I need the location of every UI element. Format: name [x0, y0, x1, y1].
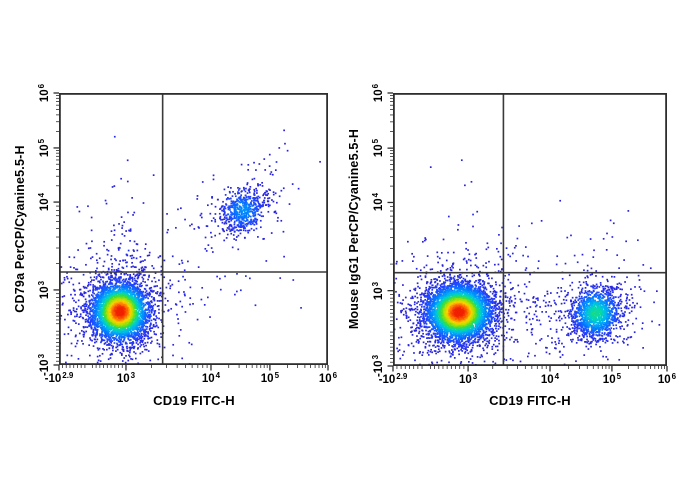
left-y-axis-title: CD79a PerCP/Cyanine5.5-H: [13, 145, 27, 313]
x-tick-label: 104: [201, 371, 221, 385]
y-tick-label: 106: [37, 83, 51, 103]
right-x-axis-title: CD19 FITC-H: [489, 393, 571, 408]
x-tick-label: -102.9: [44, 371, 74, 385]
x-tick-label: 103: [458, 372, 478, 386]
x-tick-label: -102.9: [378, 372, 408, 386]
y-tick-label: 103: [371, 281, 385, 300]
x-tick-label: 106: [657, 372, 677, 386]
x-tick-label: 104: [540, 372, 560, 386]
right-y-axis-title: Mouse IgG1 PerCP/Cyanine5.5-H: [347, 128, 361, 330]
y-tick-label: 104: [37, 192, 51, 212]
x-tick-label: 106: [318, 371, 338, 385]
y-tick-label: 104: [371, 193, 385, 212]
y-tick-label: 103: [37, 280, 51, 300]
y-tick-label: 106: [371, 83, 385, 103]
left-x-axis-title: CD19 FITC-H: [153, 393, 235, 408]
x-tick-label: 105: [260, 371, 280, 385]
y-tick-label: 105: [37, 138, 51, 158]
x-tick-label: 105: [602, 372, 622, 386]
x-tick-label: 103: [116, 371, 136, 385]
y-tick-label: 105: [371, 139, 385, 158]
y-tick-label: -103: [37, 353, 51, 377]
right-dot-plot-canvas: [383, 91, 669, 376]
y-tick-label: -103: [371, 354, 385, 378]
left-dot-plot-canvas: [49, 91, 330, 375]
